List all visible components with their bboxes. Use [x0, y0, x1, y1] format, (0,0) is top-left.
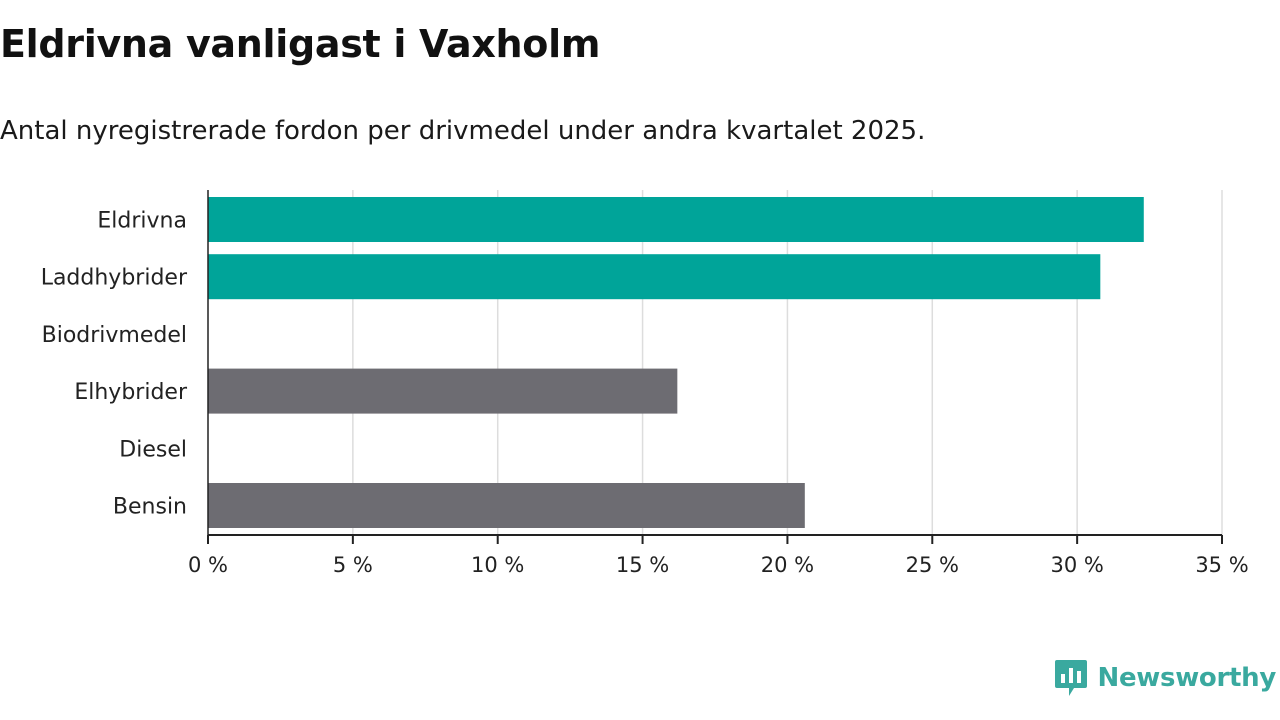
newsworthy-logo-icon	[1054, 660, 1087, 696]
bar	[208, 197, 1144, 242]
bar	[208, 368, 678, 414]
x-tick-label: 15 %	[616, 553, 669, 577]
category-labels: Eldrivna Laddhybrider Biodrivmedel Elhybrid…	[41, 209, 188, 520]
grid-lines	[352, 190, 1223, 535]
x-tick-label: 0 %	[188, 553, 228, 577]
brand-name: Newsworthy	[1097, 663, 1277, 693]
x-tick-label: 20 %	[761, 553, 814, 577]
x-tick-label: 5 %	[333, 553, 373, 577]
chart-subtitle: Antal nyregistrerade fordon per drivmede…	[0, 116, 926, 146]
x-tick-label: 30 %	[1050, 553, 1103, 577]
newsworthy-logo: Newsworthy	[1054, 658, 1276, 698]
x-axis: 0 % 5 % 10 % 15 % 20 % 25 % 30 % 35 %	[188, 190, 1249, 577]
bar	[208, 483, 805, 528]
category-label: Diesel	[119, 437, 187, 462]
x-tick-label: 10 %	[471, 553, 524, 577]
category-label: Biodrivmedel	[42, 323, 187, 348]
x-tick-label: 35 %	[1195, 553, 1248, 577]
bars	[208, 197, 1144, 528]
x-tick-label: 25 %	[906, 553, 959, 577]
category-label: Laddhybrider	[41, 266, 188, 291]
chart-title: Eldrivna vanligast i Vaxholm	[0, 22, 601, 66]
category-label: Elhybrider	[74, 380, 188, 405]
category-label: Bensin	[113, 495, 187, 520]
bar	[208, 254, 1101, 300]
category-label: Eldrivna	[97, 209, 187, 234]
